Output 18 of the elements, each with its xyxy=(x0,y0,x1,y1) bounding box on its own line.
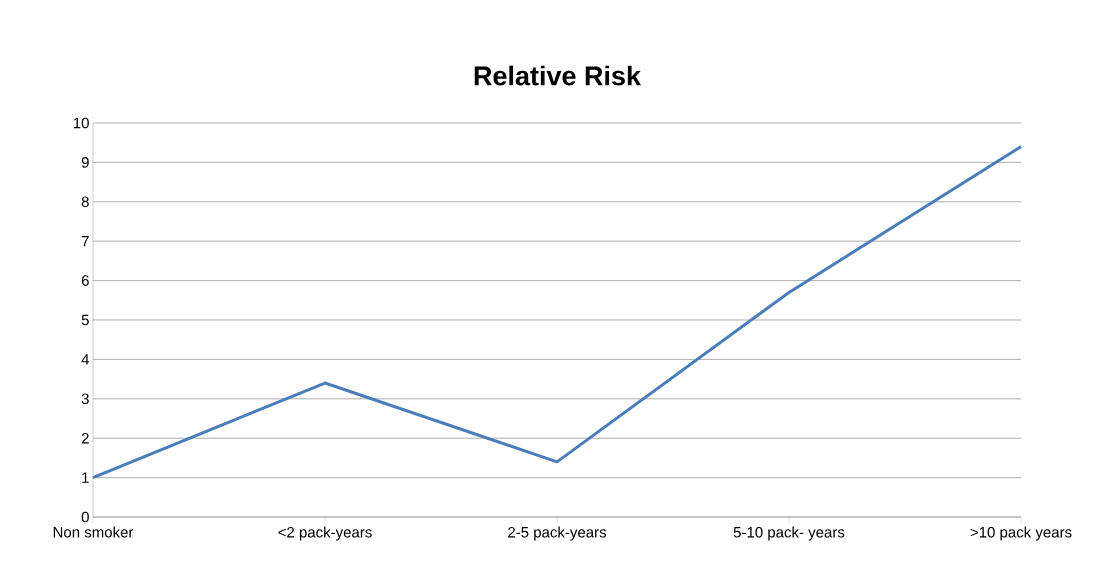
x-tick-label: <2 pack-years xyxy=(278,526,372,541)
y-tick-label: 9 xyxy=(81,157,89,168)
chart-title: Relative Risk xyxy=(474,65,642,86)
y-tick-label: 7 xyxy=(81,236,89,247)
x-tick-label: Non smoker xyxy=(53,526,134,538)
y-tick-label: 3 xyxy=(81,393,89,405)
y-tick-label: 10 xyxy=(73,117,89,129)
x-tick-label: 2-5 pack-years xyxy=(508,526,607,541)
y-tick-label: 0 xyxy=(81,511,89,523)
y-tick-label: 1 xyxy=(82,472,89,483)
y-tick-label: 5 xyxy=(81,314,89,326)
y-tick-label: 2 xyxy=(81,432,89,444)
y-tick-label: 8 xyxy=(81,196,89,208)
y-tick-label: 4 xyxy=(81,354,90,365)
x-tick-label: >10 pack years xyxy=(970,526,1072,541)
x-tick-label: 5-10 pack- years xyxy=(733,526,845,541)
line-series xyxy=(91,145,1023,480)
y-tick-label: 6 xyxy=(81,275,89,286)
